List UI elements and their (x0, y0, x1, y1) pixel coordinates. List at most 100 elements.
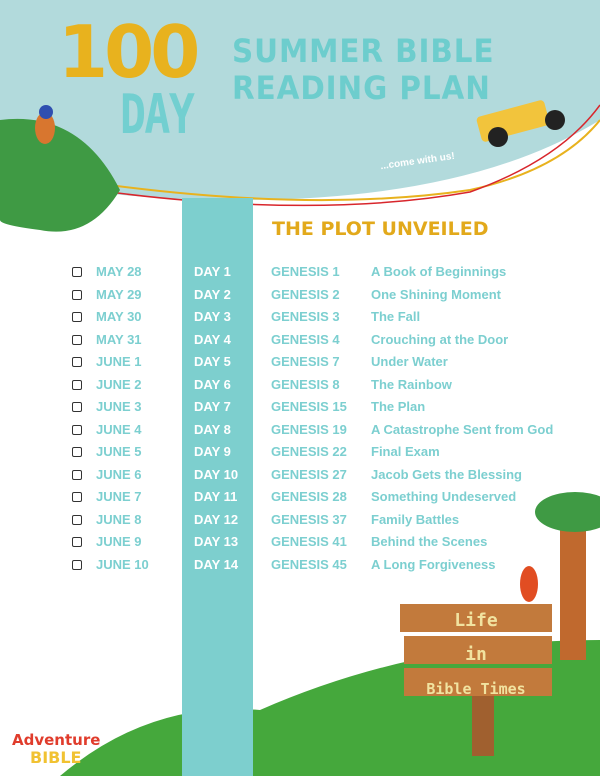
row-day: DAY 10 (194, 466, 239, 482)
row-passage: GENESIS 27 (271, 466, 347, 482)
row-day: DAY 14 (194, 556, 239, 572)
table-row: MAY 28 DAY 1 GENESIS 1 A Book of Beginnings (0, 262, 600, 282)
row-passage: GENESIS 45 (271, 556, 347, 572)
row-title: The Fall (371, 309, 421, 324)
title-line-1: SUMMER BIBLE (232, 32, 495, 70)
table-row: JUNE 1 DAY 5 GENESIS 7 Under Water (0, 352, 600, 372)
checkbox[interactable] (72, 424, 82, 435)
row-date: JUNE 4 (96, 421, 142, 437)
row-date: MAY 30 (96, 309, 142, 324)
header-band (0, 0, 600, 200)
row-date: MAY 31 (96, 331, 142, 347)
row-date: JUNE 7 (96, 489, 142, 504)
day-column-strip (182, 198, 253, 776)
checkbox[interactable] (72, 559, 82, 570)
jeep-icon (476, 100, 565, 147)
checkbox[interactable] (72, 402, 82, 412)
table-row: JUNE 2 DAY 6 GENESIS 8 The Rainbow (0, 375, 600, 395)
table-row: JUNE 3 DAY 7 GENESIS 15 The Plan (0, 397, 600, 417)
leaf-icon (0, 118, 120, 232)
row-passage: GENESIS 28 (271, 489, 347, 504)
checkbox[interactable] (72, 537, 82, 547)
checkbox[interactable] (72, 334, 82, 345)
row-passage: GENESIS 19 (271, 421, 347, 437)
row-date: JUNE 2 (96, 376, 142, 392)
row-day: DAY 1 (194, 264, 231, 279)
row-title: Something Undeserved (371, 489, 517, 504)
row-passage: GENESIS 2 (271, 286, 340, 302)
title-line-2: READING PLAN (232, 69, 491, 107)
row-title: Crouching at the Door (371, 331, 509, 347)
row-title: A Long Forgiveness (371, 556, 496, 572)
sign-line-1: Life (454, 610, 498, 631)
checkbox[interactable] (72, 312, 82, 322)
section-title: THE PLOT UNVEILED (272, 218, 489, 240)
sign-text: Life in Bible Times (398, 604, 554, 706)
row-title: Jacob Gets the Blessing (371, 466, 522, 482)
row-date: JUNE 1 (96, 354, 142, 369)
row-title: Final Exam (371, 444, 440, 459)
table-row: MAY 31 DAY 4 GENESIS 4 Crouching at the Doo… (0, 330, 600, 350)
row-passage: GENESIS 15 (271, 399, 347, 414)
row-day: DAY 11 (194, 489, 238, 504)
road-line-red (59, 104, 600, 207)
logo-line-1: Adventure (12, 731, 101, 749)
sign-icon (400, 604, 552, 756)
checkbox[interactable] (72, 447, 82, 457)
row-title: Under Water (371, 354, 448, 369)
row-title: One Shining Moment (371, 286, 501, 302)
table-row: JUNE 9 DAY 13 GENESIS 41 Behind the Scenes (0, 532, 600, 552)
row-title: A Book of Beginnings (371, 264, 507, 279)
table-row: JUNE 6 DAY 10 GENESIS 27 Jacob Gets the Ble… (0, 465, 600, 485)
checkbox[interactable] (72, 289, 82, 300)
table-row: MAY 30 DAY 3 GENESIS 3 The Fall (0, 307, 600, 327)
checkbox[interactable] (72, 379, 82, 390)
row-day: DAY 3 (194, 309, 231, 324)
row-day: DAY 6 (194, 376, 231, 392)
row-date: JUNE 8 (96, 511, 142, 527)
row-title: A Catastrophe Sent from God (371, 421, 554, 437)
sign-line-2: in (465, 644, 487, 665)
row-day: DAY 9 (194, 444, 231, 459)
table-row: JUNE 10 DAY 14 GENESIS 45 A Long Forgivenes… (0, 555, 600, 575)
row-day: DAY 2 (194, 286, 231, 302)
day-word: DAY (120, 83, 195, 146)
row-date: JUNE 6 (96, 466, 142, 482)
bird-icon (35, 105, 55, 144)
palm-tree-icon (535, 492, 600, 660)
checkbox[interactable] (72, 267, 82, 277)
checkbox[interactable] (72, 514, 82, 525)
row-day: DAY 13 (194, 534, 239, 549)
row-day: DAY 12 (194, 511, 239, 527)
row-day: DAY 8 (194, 421, 231, 437)
row-date: JUNE 5 (96, 444, 142, 459)
row-title: Behind the Scenes (371, 534, 488, 549)
row-passage: GENESIS 37 (271, 511, 347, 527)
row-date: JUNE 3 (96, 399, 142, 414)
row-passage: GENESIS 41 (271, 534, 347, 549)
checkbox[interactable] (72, 492, 82, 502)
table-row: JUNE 4 DAY 8 GENESIS 19 A Catastrophe Sent … (0, 420, 600, 440)
row-passage: GENESIS 4 (271, 331, 340, 347)
sign-line-3: Bible Times (426, 680, 526, 698)
row-date: MAY 29 (96, 286, 142, 302)
row-day: DAY 7 (194, 399, 231, 414)
row-title: The Plan (371, 399, 426, 414)
row-day: DAY 4 (194, 331, 231, 347)
row-passage: GENESIS 3 (271, 309, 340, 324)
row-passage: GENESIS 7 (271, 354, 340, 369)
road-line-yellow (59, 119, 600, 202)
row-title: The Rainbow (371, 376, 452, 392)
table-row: JUNE 8 DAY 12 GENESIS 37 Family Battles (0, 510, 600, 530)
checkbox[interactable] (72, 357, 82, 367)
logo-line-2: BIBLE (30, 748, 82, 767)
checkbox[interactable] (72, 469, 82, 480)
hundred-number: 100 (58, 10, 200, 94)
row-date: JUNE 9 (96, 534, 142, 549)
row-passage: GENESIS 22 (271, 444, 347, 459)
row-day: DAY 5 (194, 354, 231, 369)
table-row: JUNE 7 DAY 11 GENESIS 28 Something Undeserv… (0, 487, 600, 507)
row-passage: GENESIS 1 (271, 264, 340, 279)
row-date: MAY 28 (96, 264, 142, 279)
